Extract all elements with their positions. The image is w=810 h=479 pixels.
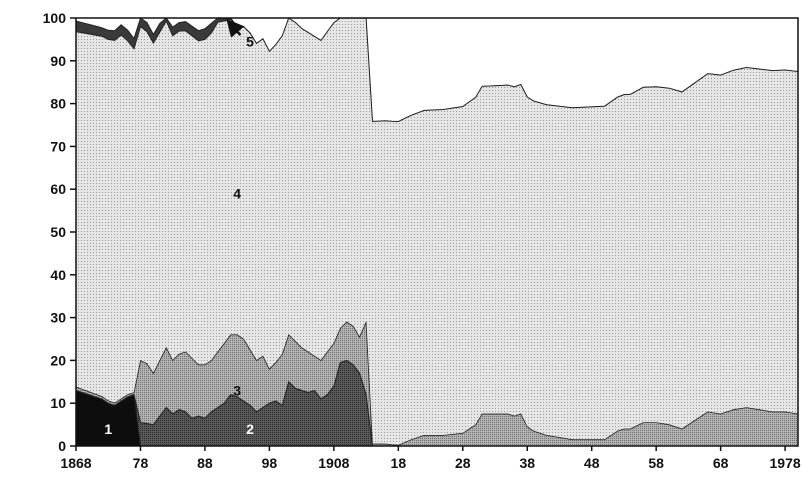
x-tick-label: 58 (648, 455, 664, 471)
y-tick-label: 30 (50, 310, 66, 326)
x-tick-label: 38 (519, 455, 535, 471)
x-tick-label: 68 (713, 455, 729, 471)
y-tick-label: 90 (50, 53, 66, 69)
series-label-4: 4 (233, 185, 241, 201)
x-tick-label: 18 (391, 455, 407, 471)
series-label-3: 3 (233, 382, 241, 398)
x-tick-label: 1868 (60, 455, 91, 471)
x-tick-label: 28 (455, 455, 471, 471)
y-tick-label: 70 (50, 138, 66, 154)
series-labels: 1 2 3 4 5 (104, 34, 254, 437)
x-tick-label: 1978 (770, 455, 801, 471)
y-tick-label: 80 (50, 96, 66, 112)
y-tick-label: 10 (50, 395, 66, 411)
y-tick-label: 40 (50, 267, 66, 283)
x-tick-label: 98 (262, 455, 278, 471)
annotation-arrow (226, 18, 245, 38)
series-areas (75, 17, 799, 447)
series-label-1: 1 (104, 421, 112, 437)
x-axis: 1868 78 88 98 1908 18 28 38 48 58 68 1978 (60, 446, 801, 471)
y-tick-label: 60 (50, 181, 66, 197)
area-series-5 (75, 17, 799, 123)
plot-area (75, 17, 799, 447)
series-label-5: 5 (246, 34, 254, 50)
y-tick-label: 20 (50, 352, 66, 368)
x-tick-label: 1908 (318, 455, 349, 471)
y-axis: 0 10 20 30 40 50 60 70 80 90 100 (43, 10, 76, 454)
series-label-2: 2 (246, 421, 254, 437)
y-tick-label: 100 (43, 10, 67, 26)
x-tick-label: 48 (584, 455, 600, 471)
y-tick-label: 0 (58, 438, 66, 454)
y-tick-label: 50 (50, 224, 66, 240)
x-tick-label: 78 (133, 455, 149, 471)
x-tick-label: 88 (197, 455, 213, 471)
